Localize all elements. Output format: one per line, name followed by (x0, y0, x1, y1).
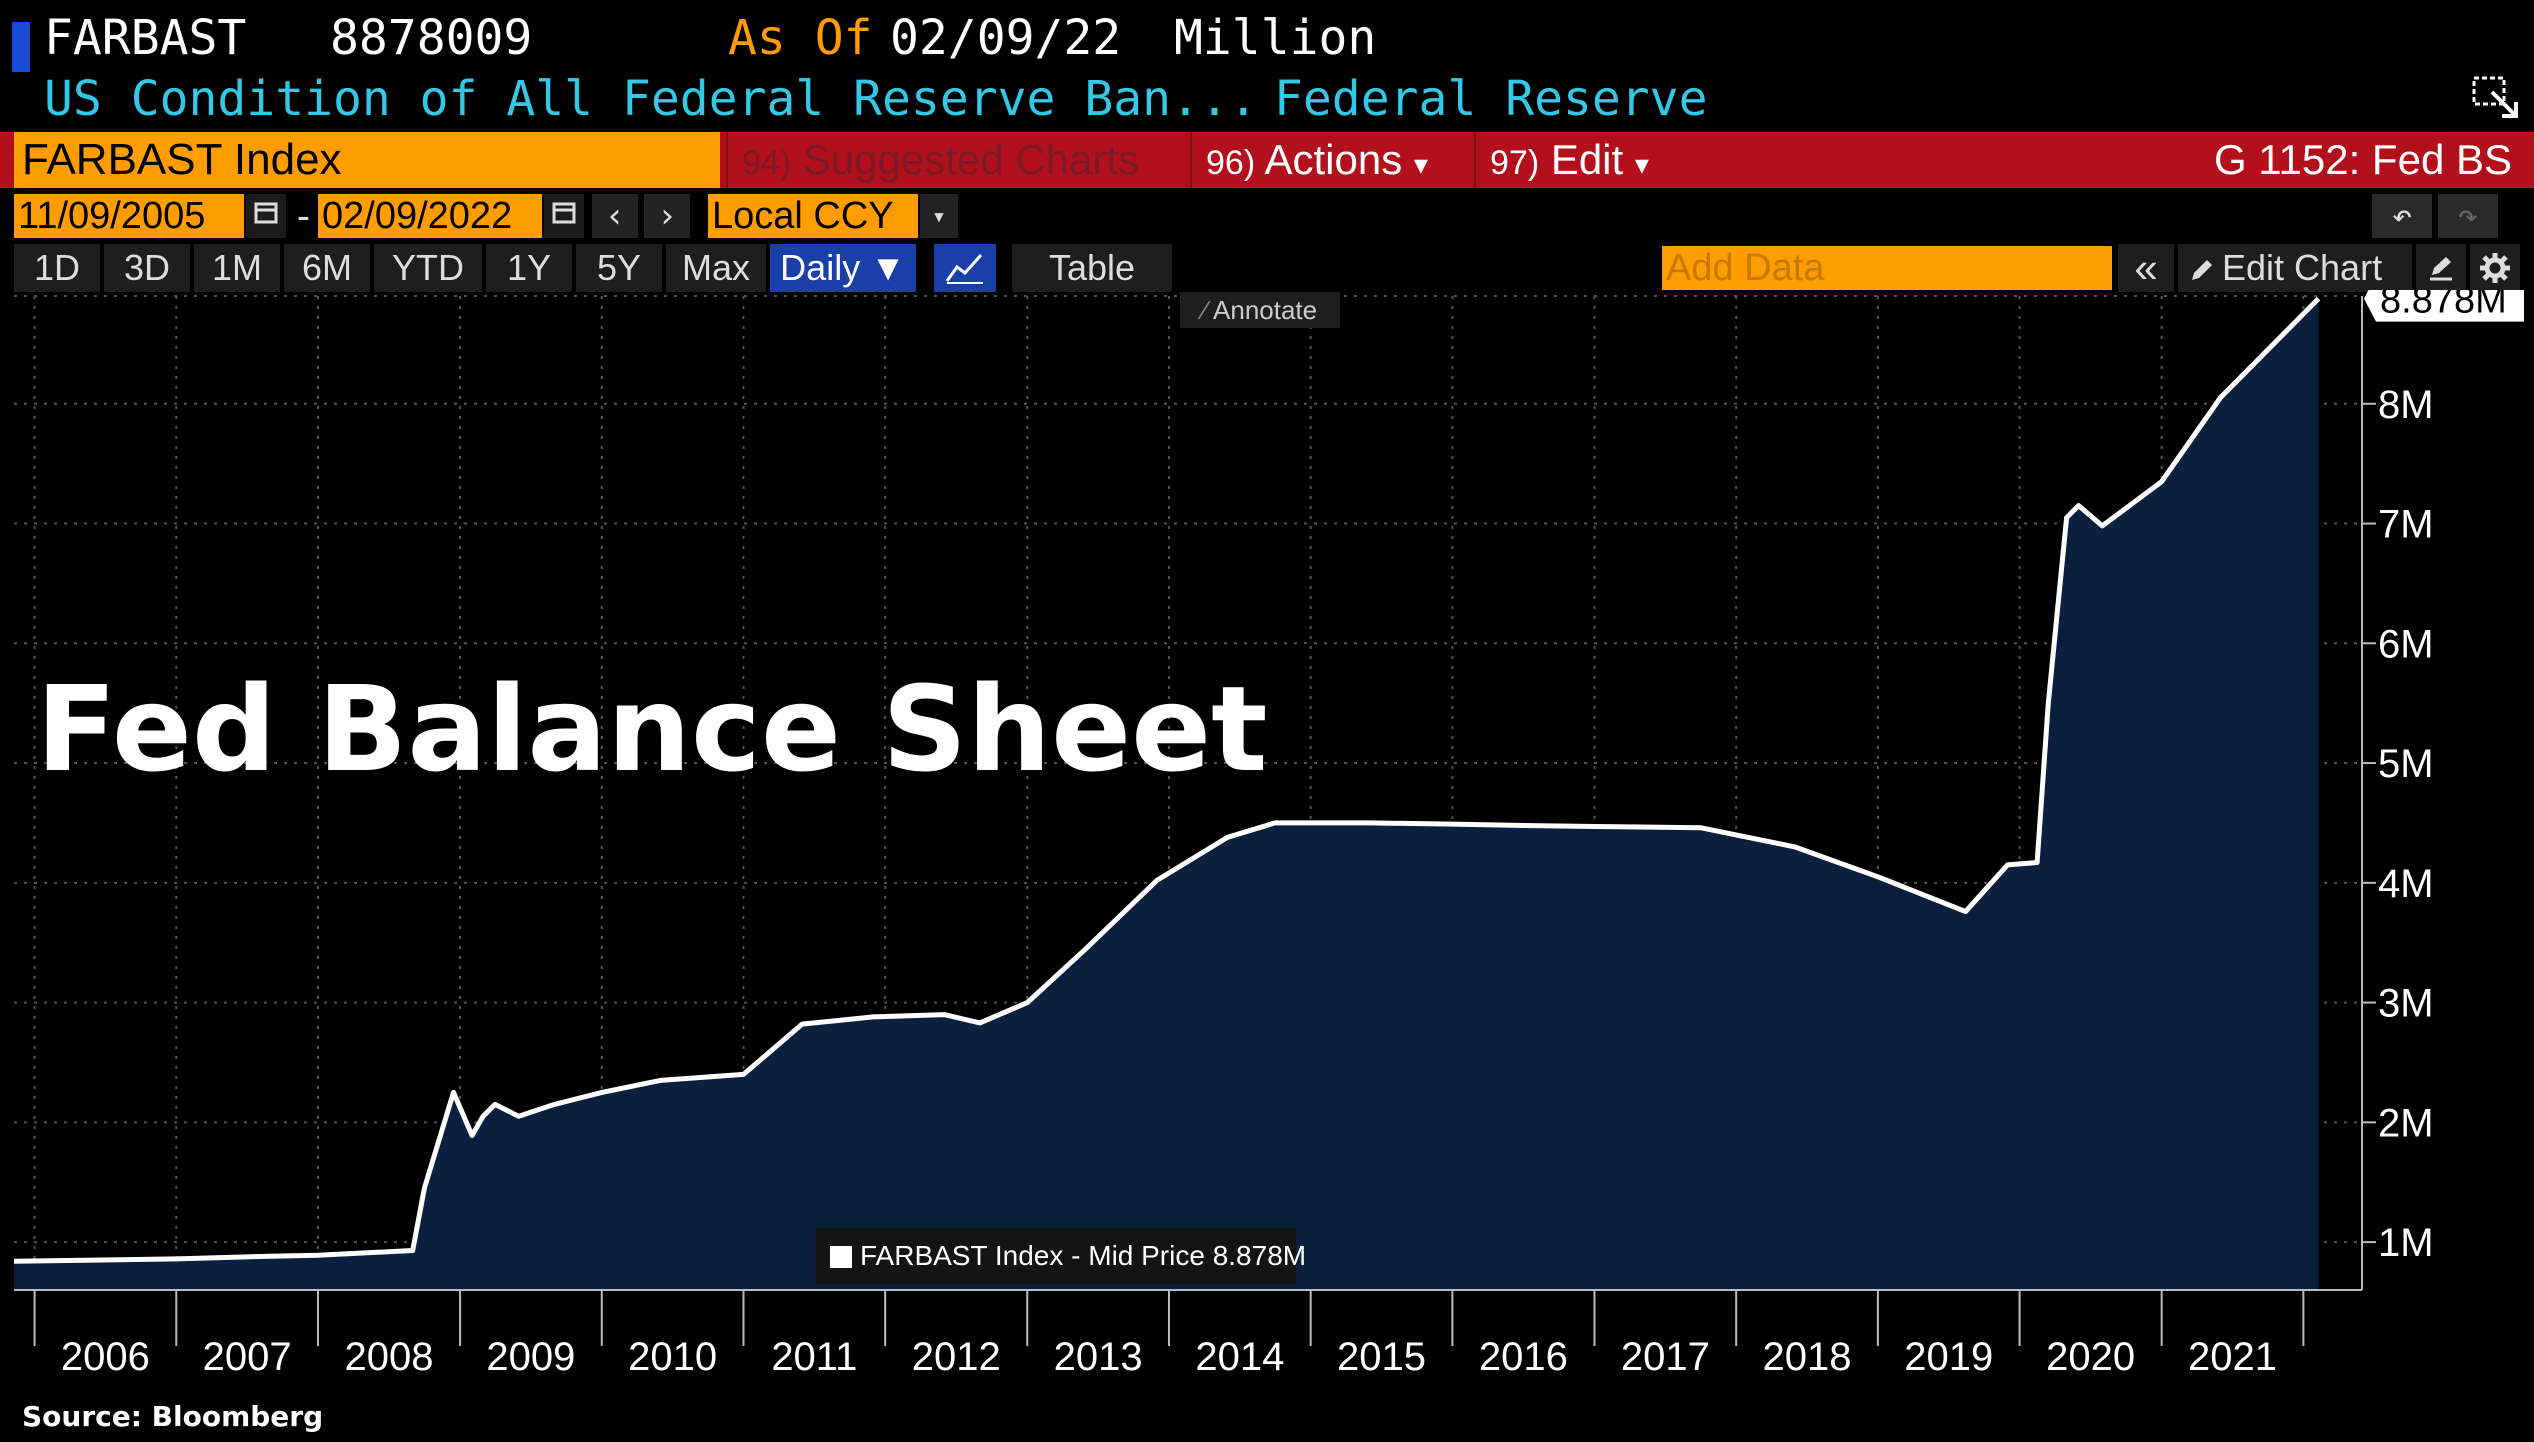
edit-icon[interactable] (2416, 244, 2466, 292)
chevron-left-icon[interactable]: ‹ (592, 194, 638, 238)
redo-icon[interactable]: ↷ (2438, 194, 2498, 238)
chevron-right-icon[interactable]: › (644, 194, 690, 238)
x-tick-label: 2019 (1904, 1335, 1993, 1379)
series-area (14, 298, 2319, 1291)
x-tick-label: 2006 (61, 1335, 150, 1379)
y-tick-label: 6M (2378, 622, 2434, 666)
ticker-label: FARBAST (44, 10, 247, 66)
period-max-button[interactable]: Max (666, 244, 766, 292)
y-tick-label: 8M (2378, 383, 2434, 427)
undo-icon[interactable]: ↶ (2372, 194, 2432, 238)
x-tick-label: 2011 (771, 1335, 857, 1379)
last-value: 8878009 (330, 10, 533, 66)
frequency-select[interactable]: Daily ▼ (770, 244, 916, 292)
chart-grid (14, 295, 2362, 1290)
legend-swatch (830, 1246, 852, 1268)
annotate-button[interactable]: ∕ Annotate (1180, 292, 1340, 328)
x-tick-label: 2007 (203, 1335, 292, 1379)
y-axis-ticks: 1M 2M 3M 4M 5M 6M 7M 8M (2362, 383, 2434, 1265)
x-tick-label: 2013 (1054, 1335, 1143, 1379)
date-separator: - (292, 194, 315, 238)
function-toolbar: FARBAST Index 94) Suggested Charts 96) A… (0, 132, 2534, 188)
x-tick-label: 2014 (1195, 1335, 1284, 1379)
chevron-down-icon: ▾ (1413, 149, 1428, 180)
edit-chart-button[interactable]: Edit Chart (2178, 244, 2412, 292)
y-tick-label: 7M (2378, 503, 2434, 547)
period-5y-button[interactable]: 5Y (576, 244, 662, 292)
security-header: FARBAST 8878009 As Of 02/09/22 Million (0, 8, 2534, 72)
last-value-label: 8.878M (2380, 290, 2507, 322)
x-axis-ticks: 2006 2007 2008 2009 2010 2011 2012 2013 2014 2015… (33, 1290, 2305, 1379)
double-chevron-left-icon[interactable]: « (2118, 244, 2174, 292)
overlay-title: Fed Balance Sheet (36, 660, 1268, 798)
series-line (13, 296, 2321, 1264)
legend-label: FARBAST Index - Mid Price 8.878M (860, 1240, 1307, 1271)
line-chart-icon[interactable] (934, 244, 996, 292)
suggested-charts-menu[interactable]: 94) Suggested Charts (726, 132, 1186, 188)
period-1y-button[interactable]: 1Y (486, 244, 572, 292)
x-tick-label: 2015 (1337, 1335, 1426, 1379)
calendar-icon[interactable] (544, 194, 584, 238)
security-description: US Condition of All Federal Reserve Ban.… (44, 71, 1258, 127)
security-description-row: US Condition of All Federal Reserve Ban.… (0, 68, 2534, 130)
x-tick-label: 2021 (2188, 1335, 2277, 1379)
y-tick-label: 2M (2378, 1101, 2434, 1145)
period-ytd-button[interactable]: YTD (374, 244, 482, 292)
chart-legend[interactable]: FARBAST Index - Mid Price 8.878M (816, 1228, 1306, 1284)
period-1m-button[interactable]: 1M (194, 244, 280, 292)
period-bar: 1D 3D 1M 6M YTD 1Y 5Y Max Daily ▼ Table … (0, 244, 2534, 294)
calendar-icon[interactable] (246, 194, 286, 238)
unit-label: Million (1174, 10, 1377, 66)
y-tick-label: 4M (2378, 862, 2434, 906)
x-tick-label: 2020 (2046, 1335, 2135, 1379)
gear-icon[interactable] (2470, 244, 2520, 292)
x-tick-label: 2017 (1621, 1335, 1710, 1379)
period-1d-button[interactable]: 1D (14, 244, 100, 292)
actions-menu[interactable]: 96) Actions ▾ (1190, 132, 1472, 188)
security-color-marker (12, 22, 30, 72)
edit-menu[interactable]: 97) Edit ▾ (1474, 132, 1686, 188)
source-note: Source: Bloomberg (22, 1400, 324, 1433)
x-tick-label: 2018 (1763, 1335, 1852, 1379)
chevron-down-icon[interactable]: ▾ (920, 194, 958, 238)
page-id: G 1152: Fed BS (2213, 136, 2512, 183)
add-data-input[interactable]: Add Data (1662, 246, 2112, 290)
y-tick-label: 5M (2378, 742, 2434, 786)
pencil-icon: ∕ (1202, 295, 1208, 325)
x-tick-label: 2008 (345, 1335, 434, 1379)
x-tick-label: 2012 (912, 1335, 1001, 1379)
data-source-name: Federal Reserve (1274, 71, 1708, 127)
x-tick-label: 2010 (628, 1335, 717, 1379)
table-button[interactable]: Table (1012, 244, 1172, 292)
y-tick-label: 3M (2378, 982, 2434, 1026)
edit-chart-label: Edit Chart (2222, 247, 2383, 288)
pencil-icon (2188, 248, 2216, 296)
as-of-label: As Of (728, 10, 873, 66)
chevron-down-icon: ▾ (1634, 149, 1649, 180)
as-of-date: 02/09/22 (890, 10, 1122, 66)
last-value-marker: 8.878M (2364, 290, 2524, 322)
x-tick-label: 2016 (1479, 1335, 1568, 1379)
period-6m-button[interactable]: 6M (284, 244, 370, 292)
currency-select[interactable]: Local CCY (708, 194, 918, 238)
popout-icon[interactable] (2472, 76, 2522, 122)
x-tick-label: 2009 (486, 1335, 575, 1379)
start-date-input[interactable]: 11/09/2005 (14, 194, 244, 238)
end-date-input[interactable]: 02/09/2022 (318, 194, 542, 238)
y-tick-label: 1M (2378, 1221, 2434, 1265)
date-range-bar: 11/09/2005 - 02/09/2022 ‹ › Local CCY ▾ (0, 192, 2534, 240)
security-field[interactable]: FARBAST Index (14, 132, 720, 188)
period-3d-button[interactable]: 3D (104, 244, 190, 292)
chart-area[interactable]: 1M 2M 3M 4M 5M 6M 7M 8M 2006 2007 2008 2009 2010 201… (0, 290, 2534, 1400)
